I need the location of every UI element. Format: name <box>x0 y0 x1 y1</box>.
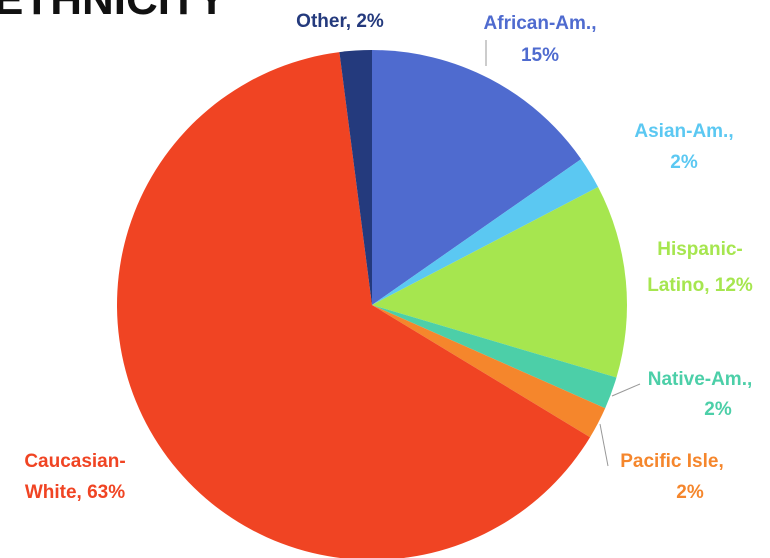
leader-line <box>599 423 609 467</box>
data-label: Pacific Isle, <box>620 451 724 472</box>
data-label: 15% <box>521 45 559 66</box>
data-label: White, 63% <box>25 482 125 503</box>
pie-slice <box>117 52 591 558</box>
data-label: 2% <box>704 399 732 420</box>
leader-line <box>611 383 641 397</box>
data-label: Native-Am., <box>648 369 753 390</box>
pie-slice <box>372 159 599 305</box>
pie-slice <box>372 305 617 409</box>
data-label: 2% <box>676 482 704 503</box>
pie-slice <box>372 187 627 378</box>
data-label: African-Am., <box>484 13 597 34</box>
data-label: 2% <box>670 152 698 173</box>
pie-slice <box>372 50 582 305</box>
data-label: Caucasian- <box>24 451 125 472</box>
data-label: Asian-Am., <box>634 121 733 142</box>
data-label: Latino, 12% <box>647 275 753 296</box>
pie-slice <box>339 50 372 305</box>
data-label: Hispanic- <box>657 239 743 260</box>
pie-slice <box>372 305 606 438</box>
chart-title: ETHNICITY <box>0 0 226 24</box>
data-label: Other, 2% <box>296 11 384 32</box>
